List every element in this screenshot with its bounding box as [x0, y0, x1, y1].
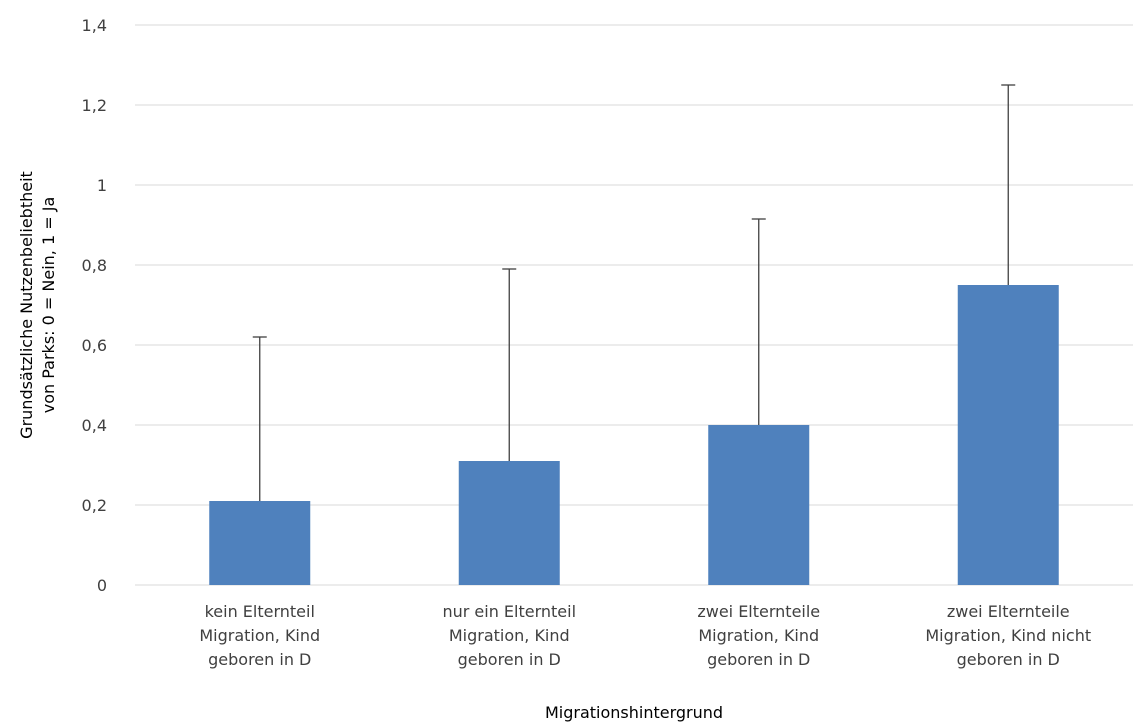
- y-tick-label: 0,6: [82, 336, 107, 355]
- x-category-label: zwei Elternteile Migration, Kind nicht geb…: [925, 602, 1091, 669]
- bar: [209, 501, 311, 585]
- y-tick-label: 1: [97, 176, 107, 195]
- y-axis-ticks: 0 0,2 0,4 0,6 0,8 1 1,2 1,4: [82, 16, 107, 595]
- y-tick-label: 1,4: [82, 16, 107, 35]
- x-category-label-line: Migration, Kind: [449, 626, 570, 645]
- x-category-label-line: geboren in D: [957, 650, 1060, 669]
- y-axis-title: Grundsätzliche Nutzenbeliebtheit von Park…: [17, 171, 58, 439]
- x-category-label: nur ein Elternteil Migration, Kind geboren…: [442, 602, 576, 669]
- y-axis-title-line: von Parks: 0 = Nein, 1 = Ja: [39, 197, 58, 413]
- error-bars: [252, 84, 1016, 501]
- x-category-label-line: zwei Elternteile: [697, 602, 820, 621]
- y-axis-title-line: Grundsätzliche Nutzenbeliebtheit: [17, 171, 36, 439]
- y-tick-label: 0,4: [82, 416, 107, 435]
- y-tick-label: 1,2: [82, 96, 107, 115]
- bar: [458, 461, 560, 585]
- x-category-label: zwei Elternteile Migration, Kind geboren i…: [697, 602, 820, 669]
- bars: [209, 285, 1059, 585]
- x-category-label-line: geboren in D: [208, 650, 311, 669]
- y-tick-label: 0,8: [82, 256, 107, 275]
- bar: [708, 425, 810, 585]
- x-category-label-line: Migration, Kind: [199, 626, 320, 645]
- x-category-label-line: Migration, Kind: [698, 626, 819, 645]
- bar: [957, 285, 1059, 585]
- x-axis-categories: kein Elternteil Migration, Kind geboren in…: [199, 602, 1091, 669]
- x-category-label: kein Elternteil Migration, Kind geboren in…: [199, 602, 320, 669]
- y-tick-label: 0,2: [82, 496, 107, 515]
- x-category-label-line: zwei Elternteile: [947, 602, 1070, 621]
- x-category-label-line: geboren in D: [707, 650, 810, 669]
- x-category-label-line: geboren in D: [458, 650, 561, 669]
- x-axis-title: Migrationshintergrund: [545, 703, 723, 722]
- x-category-label-line: kein Elternteil: [205, 602, 315, 621]
- x-category-label-line: Migration, Kind nicht: [925, 626, 1091, 645]
- y-tick-label: 0: [97, 576, 107, 595]
- x-category-label-line: nur ein Elternteil: [442, 602, 576, 621]
